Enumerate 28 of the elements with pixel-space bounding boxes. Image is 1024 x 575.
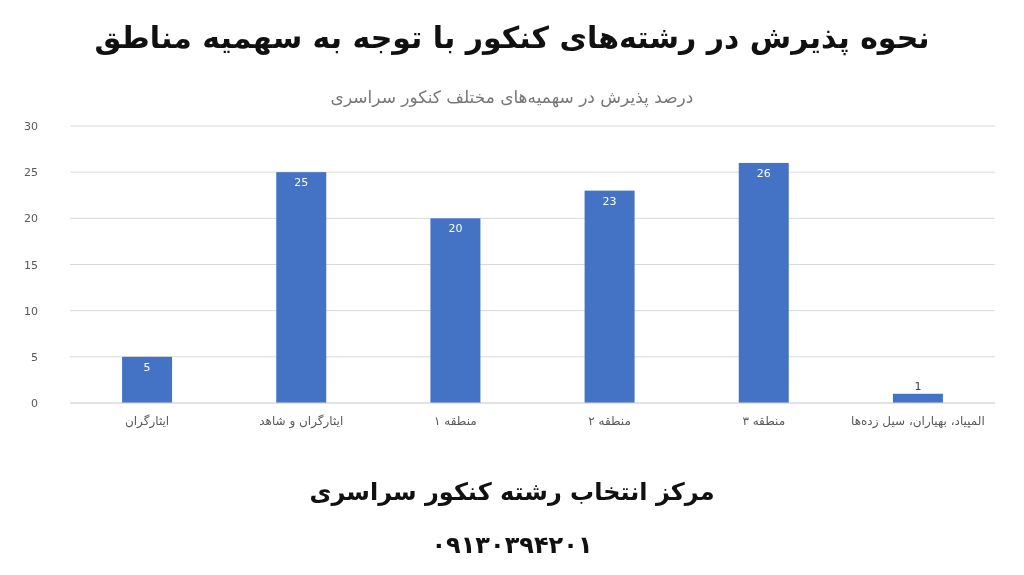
- text: مرکز انتخاب رشته کنکور سراسری: [309, 478, 715, 506]
- data-label: 5: [143, 360, 151, 374]
- text: ۰۹۱۳۰۳۹۴۲۰۱: [431, 531, 593, 559]
- data-label: 25: [294, 176, 309, 190]
- data-label: 23: [602, 194, 617, 208]
- bar: [584, 190, 635, 403]
- data-label: 20: [448, 222, 463, 236]
- y-tick-label: 20: [24, 212, 38, 226]
- y-tick-label: 15: [24, 258, 38, 272]
- bar: [738, 162, 789, 403]
- bar: [430, 218, 481, 403]
- x-tick-label: منطقه ۲: [588, 414, 631, 428]
- y-tick-label: 25: [24, 166, 38, 180]
- x-tick-label: منطقه ۳: [742, 414, 786, 428]
- y-tick-label: 30: [24, 120, 38, 133]
- chart-title: نحوه پذیرش در رشته‌های کنکور با توجه به سهمیه مناطق: [94, 20, 930, 56]
- y-tick-label: 0: [31, 397, 38, 410]
- x-tick-label: المپیاد، بهیاران، سیل زده‌ها: [851, 414, 985, 429]
- data-label: 1: [914, 379, 922, 393]
- data-label: 26: [756, 166, 771, 180]
- x-tick-label: ایثارگران: [124, 414, 170, 429]
- chart-subtitle: درصد پذیرش در سهمیه‌های مختلف کنکور سراسری: [330, 87, 694, 108]
- x-tick-label: ایثارگران و شاهد: [259, 414, 344, 429]
- bar: [122, 356, 173, 403]
- x-tick-label: منطقه ۱: [434, 414, 477, 428]
- y-tick-label: 10: [24, 304, 38, 318]
- y-tick-label: 5: [31, 350, 38, 364]
- bar: [276, 172, 327, 403]
